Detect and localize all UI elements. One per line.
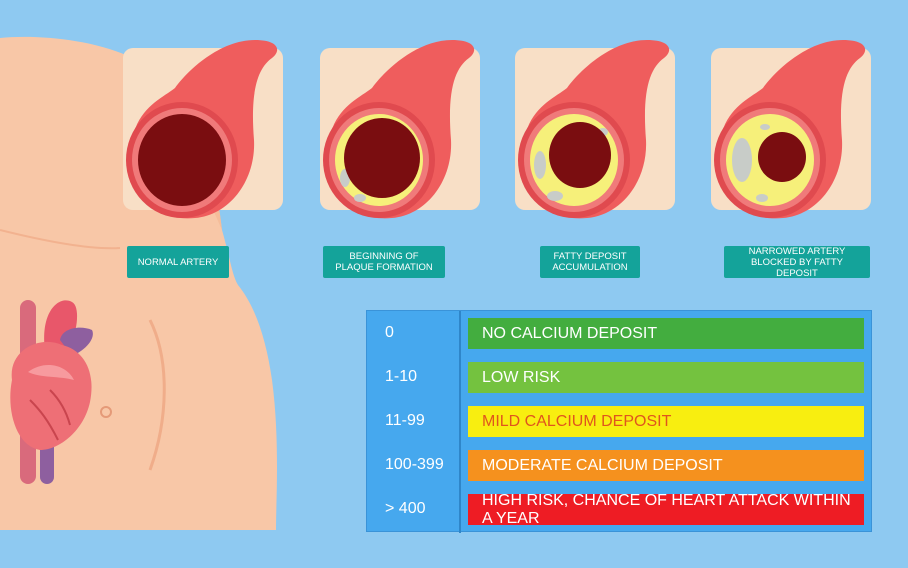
calcium-spot: [732, 138, 752, 182]
calcium-spot: [760, 124, 770, 130]
score-row: 0 NO CALCIUM DEPOSIT: [367, 311, 873, 355]
risk-level-bar: MILD CALCIUM DEPOSIT: [468, 406, 864, 437]
score-value: > 400: [385, 500, 426, 517]
calcium-spot: [354, 194, 366, 202]
artery-lumen: [758, 132, 806, 182]
calcium-spot: [547, 191, 563, 201]
artery-lumen: [138, 114, 226, 206]
nipple: [100, 406, 112, 418]
stage-label-fatty-deposit: FATTY DEPOSIT ACCUMULATION: [540, 246, 640, 278]
score-row: 1-10 LOW RISK: [367, 355, 873, 399]
score-value: 100-399: [385, 456, 444, 473]
heart-illustration: [10, 300, 93, 484]
calcium-spot: [534, 151, 546, 179]
artery-stage-narrowed: [711, 40, 871, 219]
risk-level-bar: MODERATE CALCIUM DEPOSIT: [468, 450, 864, 481]
score-row: > 400 HIGH RISK, CHANCE OF HEART ATTACK …: [367, 487, 873, 531]
score-row: 100-399 MODERATE CALCIUM DEPOSIT: [367, 443, 873, 487]
artery-stage-normal: [123, 40, 283, 219]
stage-label-narrowed-artery: NARROWED ARTERY BLOCKED BY FATTY DEPOSIT: [724, 246, 870, 279]
risk-level-bar: NO CALCIUM DEPOSIT: [468, 318, 864, 349]
artery-stage-plaque-begin: [320, 40, 480, 219]
calcium-score-table: 0 NO CALCIUM DEPOSIT 1-10 LOW RISK 11-99…: [366, 310, 873, 533]
calcium-spot: [756, 194, 768, 202]
table-divider: [459, 311, 461, 533]
score-value: 11-99: [385, 412, 425, 429]
risk-level-bar: LOW RISK: [468, 362, 864, 393]
artery-lumen: [549, 122, 611, 188]
artery-stage-fatty-accumulation: [515, 40, 675, 219]
heart-vessel-lines: [29, 389, 71, 441]
score-value: 0: [385, 324, 394, 341]
heart-body: [10, 341, 92, 450]
stage-label-plaque-formation: BEGINNING OF PLAQUE FORMATION: [323, 246, 445, 278]
score-value: 1-10: [385, 368, 418, 385]
artery-lumen: [344, 118, 420, 198]
chest-line: [148, 319, 166, 471]
neck-line: [0, 229, 121, 250]
score-row: 11-99 MILD CALCIUM DEPOSIT: [367, 399, 873, 443]
heart-highlight: [28, 365, 74, 380]
risk-level-bar: HIGH RISK, CHANCE OF HEART ATTACK WITHIN…: [468, 492, 864, 527]
stage-label-normal-artery: NORMAL ARTERY: [127, 246, 229, 278]
